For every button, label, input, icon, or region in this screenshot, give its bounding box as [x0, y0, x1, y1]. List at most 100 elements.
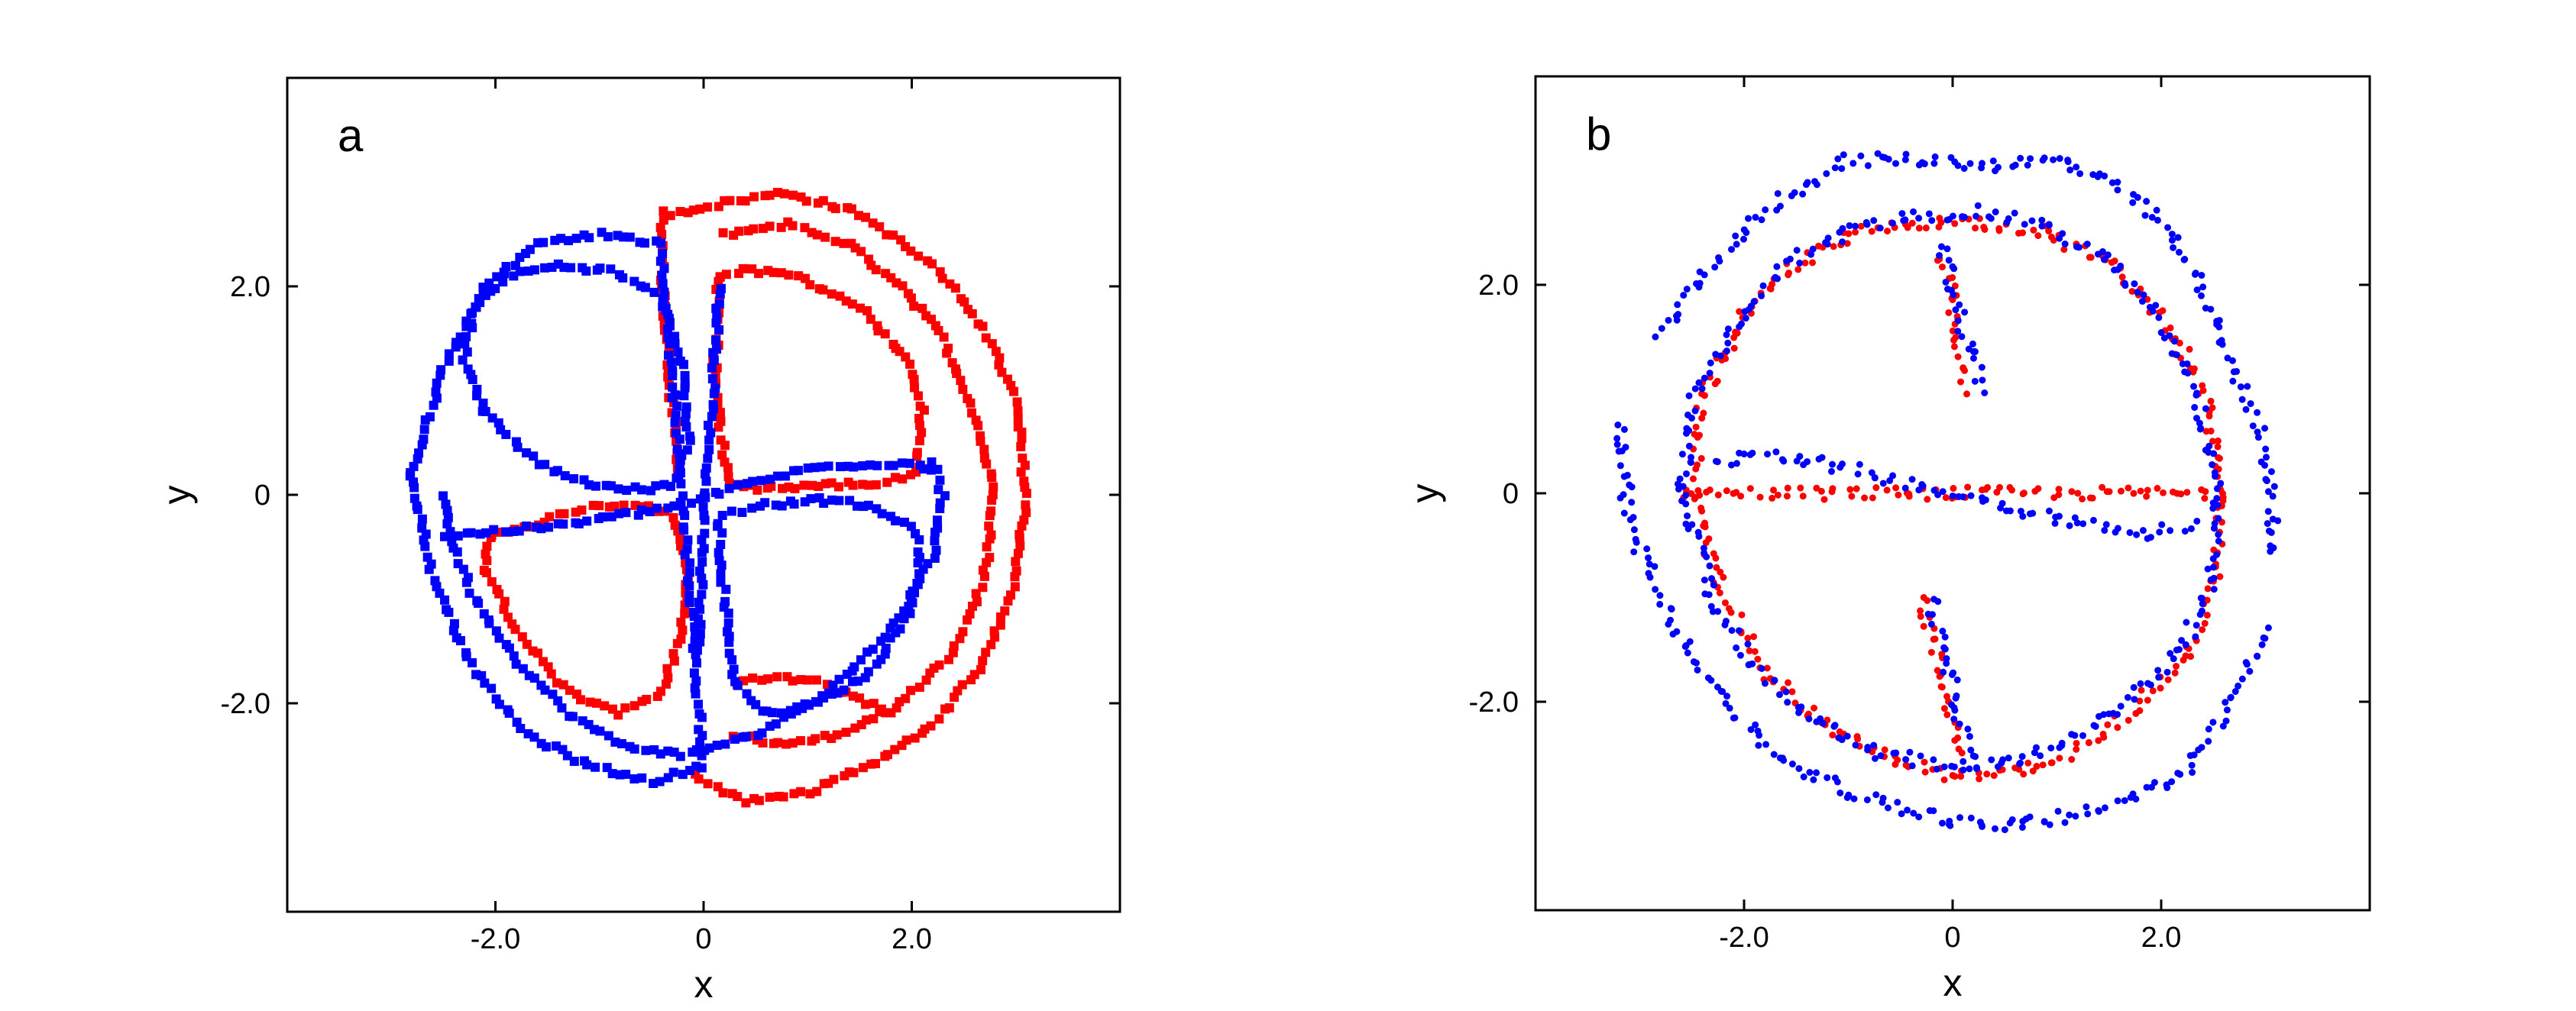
data-point: [2205, 738, 2212, 745]
data-point: [2199, 283, 2207, 291]
data-point: [1845, 791, 1853, 799]
data-point: [453, 531, 463, 541]
data-point: [979, 571, 989, 581]
data-point: [1723, 347, 1730, 355]
data-point: [740, 196, 750, 206]
data-point: [1733, 644, 1740, 651]
data-point: [1936, 252, 1943, 260]
data-point: [1942, 278, 1950, 286]
data-point: [909, 375, 919, 385]
data-point: [2176, 339, 2183, 347]
data-point: [2218, 341, 2226, 348]
data-point: [2050, 237, 2057, 244]
data-point: [820, 479, 830, 489]
data-point: [613, 484, 623, 494]
data-point: [2105, 488, 2113, 496]
data-point: [716, 569, 726, 579]
data-point: [552, 678, 561, 688]
data-point: [466, 528, 476, 538]
data-point: [1960, 766, 1967, 774]
data-point: [1804, 458, 1811, 466]
data-point: [1801, 259, 1809, 266]
data-point: [1908, 219, 1916, 227]
data-point: [897, 458, 907, 468]
data-point: [2019, 490, 2027, 498]
data-point: [2083, 241, 2091, 248]
data-point: [807, 736, 817, 746]
data-point: [1854, 470, 1862, 478]
data-point: [989, 482, 998, 492]
data-point: [1675, 485, 1682, 493]
data-point: [1904, 806, 1911, 814]
data-point: [835, 462, 845, 472]
data-point: [1943, 711, 1951, 719]
data-point: [1684, 649, 1691, 657]
x-tick-label: -2.0: [1719, 922, 1769, 954]
data-point: [2217, 480, 2225, 487]
data-point: [579, 230, 589, 240]
data-point: [582, 760, 592, 770]
data-point: [1901, 156, 1909, 163]
data-point: [1021, 489, 1031, 499]
data-point: [2125, 716, 2132, 724]
data-point: [1620, 425, 1628, 433]
data-point: [841, 727, 851, 737]
data-point: [2095, 808, 2102, 816]
data-point: [637, 773, 647, 783]
data-point: [494, 633, 504, 643]
data-point: [801, 196, 811, 206]
data-point: [466, 308, 476, 318]
data-point: [629, 701, 639, 711]
data-point: [1738, 320, 1746, 328]
data-point: [955, 634, 965, 644]
data-point: [1967, 746, 1975, 754]
data-point: [782, 739, 791, 749]
data-point: [2158, 521, 2166, 528]
data-point: [492, 272, 502, 282]
data-point: [1727, 461, 1735, 469]
data-point: [2264, 624, 2272, 631]
data-point: [966, 675, 976, 685]
data-point: [2102, 521, 2110, 528]
data-point: [866, 759, 876, 769]
data-point: [1917, 607, 1924, 615]
data-point: [673, 347, 683, 357]
data-point: [1683, 286, 1691, 293]
data-point: [2263, 454, 2270, 461]
data-point: [1633, 538, 1640, 546]
data-point: [557, 703, 567, 713]
data-point: [897, 741, 907, 751]
data-point: [986, 640, 996, 650]
data-point: [694, 699, 704, 709]
data-point: [925, 668, 935, 678]
data-point: [1902, 761, 1910, 769]
data-point: [1732, 232, 1739, 240]
data-point: [1716, 589, 1723, 596]
data-series: [1613, 150, 2282, 834]
data-point: [1673, 316, 1681, 324]
data-point: [670, 418, 680, 428]
data-point: [1800, 773, 1807, 780]
data-point: [2238, 675, 2246, 683]
data-point: [1788, 688, 1796, 696]
data-point: [1688, 521, 1696, 528]
data-point: [1930, 160, 1938, 167]
data-point: [2190, 383, 2198, 390]
data-point: [1701, 374, 1708, 382]
data-point: [901, 352, 911, 362]
data-point: [1956, 720, 1963, 728]
data-point: [963, 615, 972, 625]
y-tick-label: -2.0: [221, 688, 270, 720]
data-point: [1714, 608, 1722, 615]
data-point: [1953, 676, 1961, 683]
data-point: [680, 609, 690, 619]
data-point: [754, 269, 764, 279]
data-point: [1785, 679, 1792, 686]
data-point: [698, 502, 708, 512]
data-point: [1745, 661, 1752, 669]
data-point: [1785, 271, 1792, 279]
data-point: [2209, 555, 2217, 563]
data-point: [2155, 673, 2163, 681]
data-point: [1915, 224, 1923, 232]
data-point: [2099, 248, 2106, 256]
